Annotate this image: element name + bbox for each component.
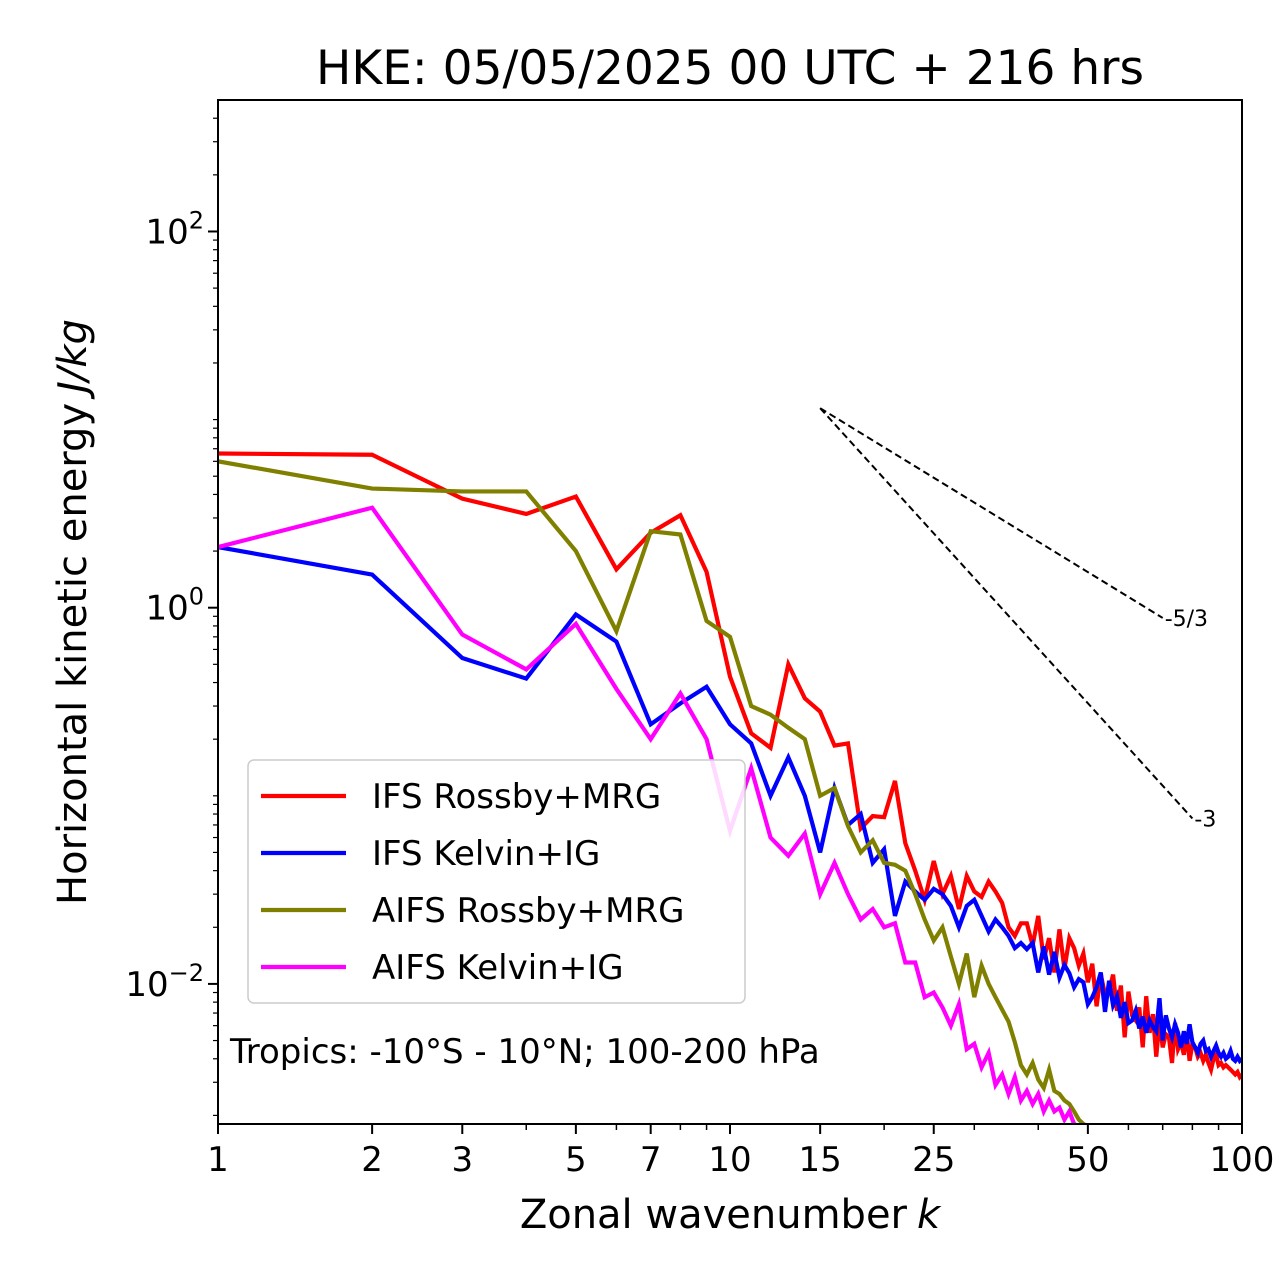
series-line-ifs-kelvin-ig (218, 545, 1242, 1065)
reference-slope-label: -3 (1194, 807, 1216, 832)
y-axis-ticks: 102 100 10−2 (125, 117, 218, 1116)
y-tick-label: 102 (145, 206, 204, 252)
x-tick-label: 10 (708, 1140, 751, 1180)
legend: IFS Rossby+MRG IFS Kelvin+IG AIFS Rossby+M… (247, 759, 746, 1004)
legend-box (247, 759, 746, 1004)
legend-label-aifs-rossby-mrg: AIFS Rossby+MRG (372, 891, 684, 931)
x-tick-label: 1 (207, 1140, 229, 1180)
legend-label-ifs-kelvin-ig: IFS Kelvin+IG (372, 834, 600, 874)
y-axis-label-units: J/kg (50, 319, 96, 400)
legend-label-aifs-kelvin-ig: AIFS Kelvin+IG (372, 948, 624, 988)
y-tick-label: 10−2 (125, 959, 204, 1005)
x-axis-label: Zonal wavenumber k (520, 1192, 942, 1238)
legend-label-ifs-rossby-mrg: IFS Rossby+MRG (372, 777, 661, 817)
x-tick-label: 15 (799, 1140, 842, 1180)
x-tick-label: 100 (1210, 1140, 1275, 1180)
reference-slope-layer: -5/3 -3 (819, 407, 1216, 832)
region-annotation: Tropics: -10°S - 10°N; 100-200 hPa (229, 1032, 820, 1072)
x-axis-ticks: 1 2 3 5 7 10 15 25 50 100 (207, 1124, 1274, 1180)
y-axis-label-text: Horizontal kinetic energy (50, 403, 96, 905)
x-tick-label: 3 (451, 1140, 473, 1180)
reference-slope-line (819, 407, 1194, 820)
x-tick-label: 50 (1066, 1140, 1109, 1180)
x-axis-label-var: k (917, 1192, 942, 1238)
series-line-ifs-rossby-mrg (218, 451, 1242, 1081)
x-tick-label: 5 (565, 1140, 587, 1180)
x-tick-label: 25 (912, 1140, 955, 1180)
y-axis-label: Horizontal kinetic energyJ/kg (50, 319, 96, 905)
legend-entries: IFS Rossby+MRG IFS Kelvin+IG AIFS Rossby+M… (261, 777, 684, 988)
x-axis-label-text: Zonal wavenumber (520, 1192, 908, 1238)
x-tick-label: 2 (361, 1140, 383, 1180)
x-tick-label: 7 (640, 1140, 662, 1180)
chart-title: HKE: 05/05/2025 00 UTC + 216 hrs (316, 41, 1144, 96)
reference-slope-label: -5/3 (1165, 607, 1208, 632)
series-line-aifs-rossby-mrg (218, 459, 1088, 1124)
y-tick-label: 100 (145, 583, 204, 629)
reference-slope-line (819, 407, 1164, 619)
